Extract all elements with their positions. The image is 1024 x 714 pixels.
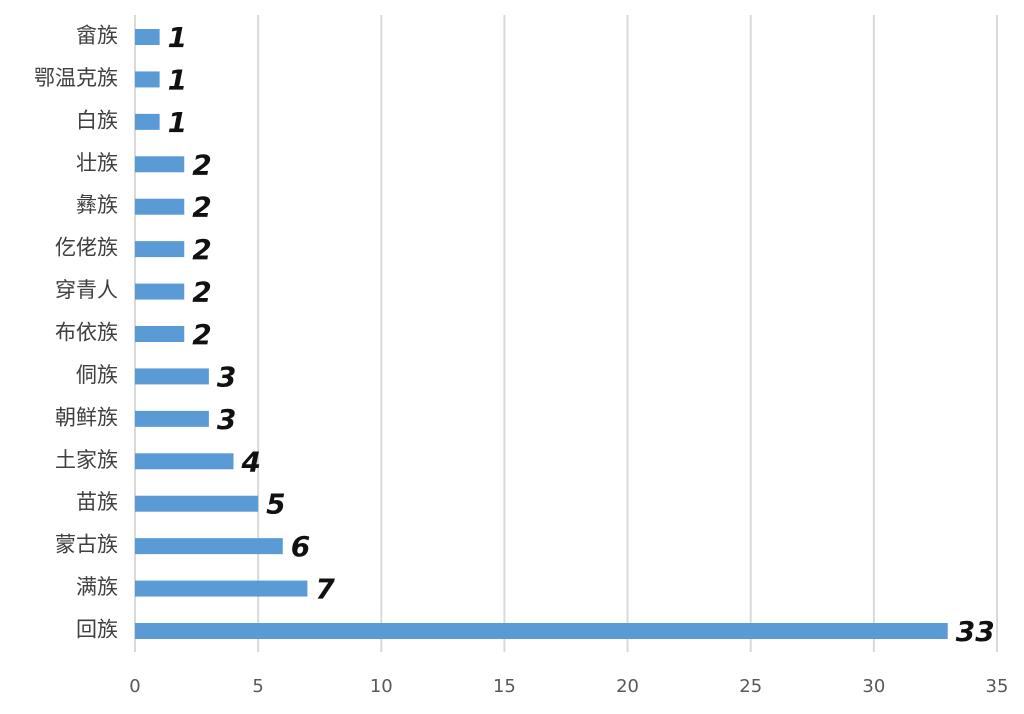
bar bbox=[135, 241, 185, 258]
x-tick-label: 35 bbox=[986, 676, 1009, 697]
data-label: 33 bbox=[956, 615, 995, 648]
data-label: 2 bbox=[192, 191, 211, 224]
bar bbox=[135, 495, 259, 512]
y-tick-label: 侗族 bbox=[76, 363, 118, 387]
data-label: 2 bbox=[192, 276, 211, 309]
data-label: 3 bbox=[217, 403, 236, 436]
data-label: 2 bbox=[192, 233, 211, 266]
x-tick-label: 25 bbox=[739, 676, 762, 697]
bar bbox=[135, 198, 185, 215]
x-tick-label: 0 bbox=[129, 676, 140, 697]
y-tick-label: 蒙古族 bbox=[55, 533, 118, 557]
data-label: 7 bbox=[315, 573, 335, 606]
y-tick-label: 朝鲜族 bbox=[55, 405, 118, 429]
bar bbox=[135, 29, 160, 45]
bar bbox=[135, 326, 185, 342]
bar bbox=[135, 453, 234, 470]
y-tick-label: 壮族 bbox=[76, 151, 118, 175]
data-label: 2 bbox=[192, 318, 211, 351]
x-tick-label: 30 bbox=[862, 676, 885, 697]
bar bbox=[135, 410, 209, 427]
y-tick-label: 鄂温克族 bbox=[34, 66, 118, 90]
bar bbox=[135, 283, 185, 300]
bar bbox=[135, 156, 185, 173]
data-label: 1 bbox=[168, 21, 187, 54]
x-tick-label: 5 bbox=[252, 676, 263, 697]
bar bbox=[135, 538, 283, 555]
x-tick-label: 15 bbox=[493, 676, 516, 697]
y-tick-label: 穿青人 bbox=[55, 278, 118, 302]
bar bbox=[135, 113, 160, 130]
y-tick-label: 彝族 bbox=[76, 193, 118, 217]
y-tick-label: 白族 bbox=[76, 108, 118, 132]
y-tick-label: 满族 bbox=[76, 575, 118, 599]
y-tick-label: 畲族 bbox=[76, 24, 118, 48]
bar bbox=[135, 623, 948, 639]
y-tick-label: 苗族 bbox=[76, 490, 118, 514]
data-label: 1 bbox=[168, 63, 187, 96]
data-label: 3 bbox=[217, 360, 236, 393]
bar bbox=[135, 368, 209, 385]
y-tick-label: 仡佬族 bbox=[55, 236, 118, 260]
data-label: 5 bbox=[266, 488, 285, 521]
data-label: 1 bbox=[168, 106, 187, 139]
y-tick-label: 土家族 bbox=[55, 448, 118, 472]
x-tick-label: 10 bbox=[370, 676, 393, 697]
bar bbox=[135, 580, 308, 597]
data-label: 2 bbox=[192, 148, 211, 181]
x-tick-label: 20 bbox=[616, 676, 639, 697]
y-tick-label: 回族 bbox=[76, 618, 118, 642]
data-label: 6 bbox=[291, 530, 310, 563]
data-label: 4 bbox=[241, 445, 261, 478]
bar bbox=[135, 71, 160, 88]
y-tick-label: 布依族 bbox=[55, 321, 118, 345]
